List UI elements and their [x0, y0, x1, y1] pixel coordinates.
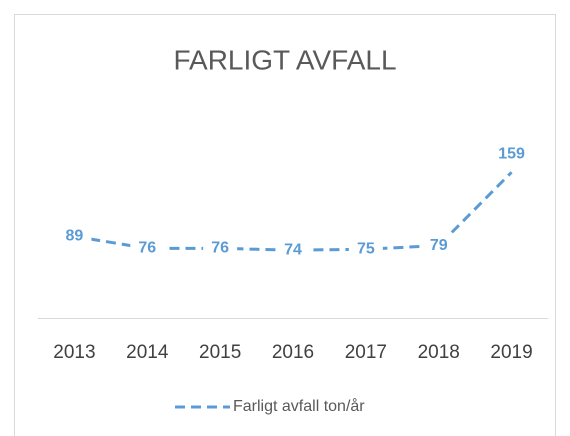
x-tick-label: 2016	[272, 342, 314, 363]
legend-label: Farligt avfall ton/år	[233, 397, 365, 415]
data-label-background	[348, 238, 383, 261]
x-tick-label: 2013	[53, 342, 95, 363]
x-tick-label: 2019	[490, 342, 532, 363]
data-label-background	[203, 237, 238, 260]
chart-title: FARLIGT AVFALL	[173, 44, 396, 75]
x-tick-label: 2015	[199, 342, 241, 363]
data-label: 74	[284, 241, 302, 258]
data-label-background	[130, 237, 165, 260]
x-tick-label: 2018	[418, 342, 460, 363]
data-label-background	[57, 225, 92, 248]
x-tick-label: 2017	[345, 342, 387, 363]
data-label: 75	[357, 240, 375, 257]
data-label-background	[421, 234, 456, 257]
x-tick-label: 2014	[126, 342, 169, 363]
data-label: 76	[138, 240, 156, 257]
chart-frame	[14, 14, 556, 436]
data-label-background	[276, 239, 310, 262]
data-label: 89	[66, 228, 84, 245]
data-label: 79	[430, 237, 448, 254]
data-label: 76	[211, 240, 229, 257]
data-label: 159	[498, 145, 525, 162]
